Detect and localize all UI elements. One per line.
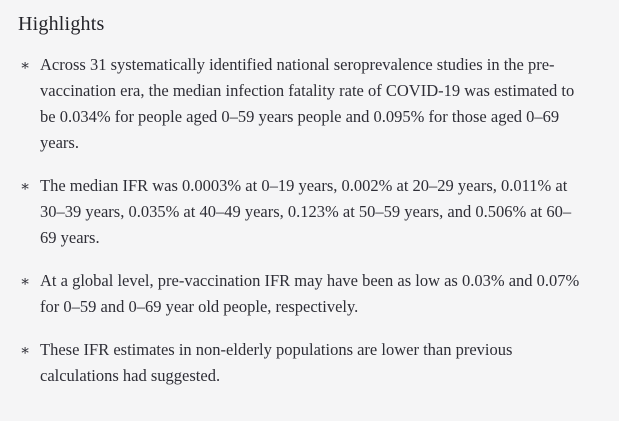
highlights-list: ∗ Across 31 systematically identified na… [18, 52, 584, 389]
highlight-item: ∗ At a global level, pre-vaccination IFR… [18, 268, 584, 320]
highlight-text: Across 31 systematically identified nati… [40, 55, 575, 152]
highlights-section: Highlights ∗ Across 31 systematically id… [18, 13, 584, 389]
section-title: Highlights [18, 13, 105, 35]
asterisk-bullet-icon: ∗ [20, 179, 31, 195]
highlight-item: ∗ Across 31 systematically identified na… [18, 52, 584, 156]
highlight-text: The median IFR was 0.0003% at 0–19 years… [40, 176, 572, 247]
highlight-text: At a global level, pre-vaccination IFR m… [40, 271, 580, 316]
asterisk-bullet-icon: ∗ [20, 274, 31, 290]
asterisk-bullet-icon: ∗ [20, 343, 31, 359]
highlight-item: ∗ These IFR estimates in non-elderly pop… [18, 337, 584, 389]
highlight-text: These IFR estimates in non-elderly popul… [40, 340, 513, 385]
asterisk-bullet-icon: ∗ [20, 58, 31, 74]
highlight-item: ∗ The median IFR was 0.0003% at 0–19 yea… [18, 173, 584, 251]
